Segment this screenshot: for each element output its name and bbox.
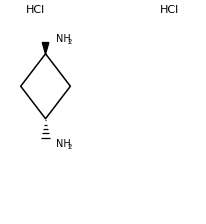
Text: 2: 2 bbox=[67, 39, 71, 45]
Text: NH: NH bbox=[56, 140, 70, 149]
Text: HCl: HCl bbox=[159, 5, 178, 15]
Text: NH: NH bbox=[56, 34, 70, 44]
Polygon shape bbox=[42, 43, 49, 54]
Text: 2: 2 bbox=[67, 144, 71, 150]
Text: HCl: HCl bbox=[26, 5, 44, 15]
